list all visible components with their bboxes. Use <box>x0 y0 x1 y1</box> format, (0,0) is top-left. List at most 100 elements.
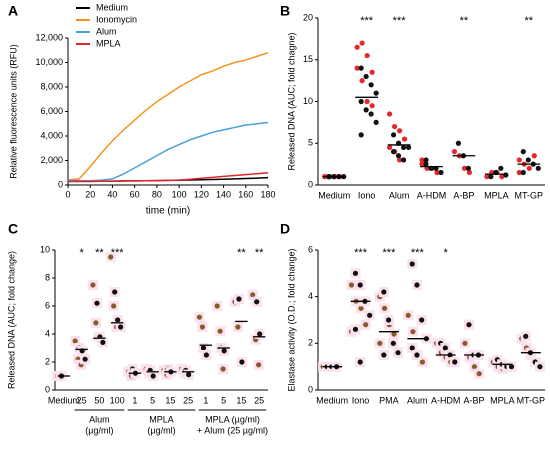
point <box>525 157 531 163</box>
point <box>498 165 504 171</box>
legend-label: MPLA <box>96 38 121 48</box>
point <box>112 289 118 295</box>
point <box>405 144 412 151</box>
point <box>531 153 537 159</box>
point <box>484 174 490 180</box>
point <box>520 169 526 176</box>
x-tick-label: 5 <box>221 395 226 405</box>
point <box>409 261 415 267</box>
x-tick-label: PMA <box>379 395 399 405</box>
group-label: Alum <box>89 414 110 424</box>
x-tick-label: 15 <box>236 395 246 405</box>
point <box>442 345 448 351</box>
point <box>93 320 99 326</box>
point <box>516 169 522 176</box>
point <box>396 157 403 163</box>
significance: *** <box>411 247 425 259</box>
panel-label: C <box>8 221 18 237</box>
point <box>369 103 375 109</box>
point <box>200 345 207 351</box>
point <box>358 132 364 138</box>
y-tick-label: 0 <box>308 384 313 394</box>
significance: *** <box>383 247 397 259</box>
x-tick-label: MT-GP <box>517 395 546 405</box>
x-tick-label: 50 <box>94 395 104 405</box>
point <box>381 352 387 358</box>
x-tick-label: 100 <box>110 395 125 405</box>
significance: ** <box>460 15 469 27</box>
y-axis-title: Relative fluorescence units (RFU) <box>8 44 18 179</box>
panel-label: A <box>8 3 18 19</box>
point <box>214 303 220 309</box>
point <box>499 174 505 180</box>
point <box>254 299 260 305</box>
x-tick-label: 20 <box>85 189 95 199</box>
point <box>364 52 370 59</box>
y-axis-title: Released DNA (AUC; fold change) <box>6 251 16 389</box>
y-tick-label: 6 <box>308 244 313 254</box>
y-tick-label: 8 <box>45 272 50 282</box>
x-tick-label: 60 <box>130 189 140 199</box>
point <box>409 345 415 351</box>
point <box>381 289 387 295</box>
x-tick-label: A-BP <box>464 395 485 405</box>
point <box>390 132 397 138</box>
y-tick-label: 12,000 <box>35 32 63 42</box>
point <box>363 73 369 80</box>
point <box>111 303 117 309</box>
y-tick-label: 0 <box>58 179 63 189</box>
x-tick-label: MT-GP <box>515 190 544 200</box>
y-tick-label: 20 <box>303 12 313 22</box>
line-series <box>67 121 269 182</box>
point <box>537 364 543 370</box>
y-tick-label: 2 <box>45 356 50 366</box>
group-label: + Alum (25 µg/ml) <box>197 425 268 435</box>
point <box>357 359 363 365</box>
point <box>452 359 458 365</box>
significance: *** <box>360 15 374 27</box>
x-tick-label: 25 <box>77 395 87 405</box>
x-axis-title: time (min) <box>146 206 190 217</box>
x-tick-label: Alum <box>389 190 410 200</box>
x-tick-label: 100 <box>172 189 187 199</box>
y-tick-label: 10 <box>303 96 313 106</box>
point <box>82 356 88 362</box>
point <box>400 144 407 151</box>
point <box>423 157 429 163</box>
x-tick-label: A-HDM <box>417 190 447 200</box>
significance: * <box>444 247 449 259</box>
point <box>221 348 227 354</box>
point <box>466 169 473 176</box>
point <box>150 373 156 379</box>
legend-label: Alum <box>96 26 117 36</box>
y-tick-label: 10 <box>40 244 50 254</box>
point <box>354 44 360 50</box>
point <box>199 324 205 330</box>
x-tick-label: 120 <box>194 189 209 199</box>
point <box>236 296 242 302</box>
significance: *** <box>393 15 407 27</box>
x-tick-label: 0 <box>65 189 70 199</box>
y-tick-label: 10,000 <box>35 57 63 67</box>
point <box>250 292 256 298</box>
x-tick-label: 40 <box>107 189 117 199</box>
x-tick-label: 160 <box>238 189 253 199</box>
point <box>367 312 373 318</box>
point <box>400 157 407 163</box>
y-axis-title: Released DNA (AUC; fold chagne) <box>286 32 296 170</box>
line-series <box>67 51 269 181</box>
panel-label: D <box>280 221 290 237</box>
y-tick-label: 8,000 <box>40 81 63 91</box>
group-label: MPLA (µg/ml) <box>205 414 260 424</box>
point <box>419 359 426 365</box>
point <box>535 165 541 171</box>
point <box>203 352 209 358</box>
point <box>386 111 393 117</box>
point <box>352 326 359 332</box>
y-tick-label: 2,000 <box>40 155 63 165</box>
point <box>386 144 393 151</box>
y-tick-label: 5 <box>308 138 313 148</box>
y-tick-label: 0 <box>45 384 50 394</box>
point <box>390 149 397 155</box>
x-tick-label: MPLA <box>484 190 509 200</box>
